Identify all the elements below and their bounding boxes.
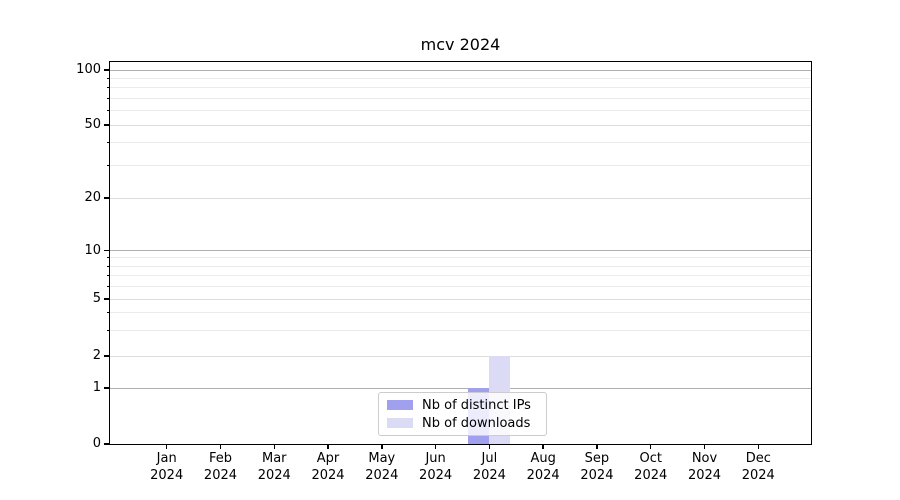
x-tick-label: Jan 2024	[150, 451, 184, 483]
y-gridline-minor	[109, 312, 811, 314]
y-gridline-minor	[109, 274, 811, 276]
x-tick-label: Oct 2024	[634, 451, 668, 483]
y-minor-tick-mark	[106, 77, 110, 79]
x-tick-label: Dec 2024	[741, 451, 775, 483]
x-tick-mark	[596, 444, 598, 449]
y-tick-label: 0	[92, 436, 101, 451]
x-tick-label: Aug 2024	[526, 451, 560, 483]
y-tick-label: 100	[76, 62, 101, 77]
x-tick-label: Mar 2024	[257, 451, 291, 483]
y-gridline-minor	[109, 257, 811, 259]
y-gridline-minor	[109, 330, 811, 332]
x-tick-label: Jul 2024	[472, 451, 506, 483]
y-tick-mark	[104, 355, 110, 357]
y-minor-tick-mark	[106, 142, 110, 144]
x-tick-label: Sep 2024	[580, 451, 614, 483]
legend-swatch	[387, 418, 413, 428]
y-tick-label: 1	[92, 380, 101, 395]
y-gridline-major	[109, 250, 811, 251]
legend-entry: Nb of downloads	[387, 416, 546, 431]
y-gridline	[109, 124, 811, 126]
legend-label: Nb of distinct IPs	[422, 397, 531, 413]
y-gridline-minor	[109, 165, 811, 167]
x-tick-mark	[165, 444, 168, 449]
x-tick-mark	[542, 444, 544, 449]
y-minor-tick-mark	[106, 265, 110, 267]
y-tick-mark	[104, 443, 110, 445]
x-tick-mark	[273, 444, 275, 449]
y-gridline-minor	[109, 110, 811, 112]
legend-label: Nb of downloads	[422, 415, 531, 431]
y-minor-tick-mark	[106, 110, 110, 112]
chart-title: mcv 2024	[420, 35, 501, 54]
y-gridline-minor	[109, 87, 811, 89]
x-tick-mark	[434, 444, 437, 449]
legend-entry: Nb of distinct IPs	[387, 398, 546, 413]
x-tick-mark	[649, 444, 652, 449]
y-tick-label: 50	[84, 117, 101, 132]
y-gridline	[109, 298, 811, 300]
x-tick-mark	[327, 444, 329, 449]
plot-area	[108, 60, 812, 445]
y-gridline-minor	[109, 285, 811, 287]
x-tick-mark	[381, 444, 383, 449]
y-minor-tick-mark	[106, 312, 110, 314]
y-tick-label: 10	[84, 242, 101, 258]
x-tick-label: Nov 2024	[687, 451, 722, 483]
legend-swatch	[387, 400, 413, 410]
y-tick-mark	[104, 387, 110, 389]
y-gridline	[109, 355, 811, 357]
x-tick-label: May 2024	[365, 451, 399, 483]
x-tick-mark	[703, 444, 706, 449]
y-minor-tick-mark	[106, 274, 110, 276]
x-tick-mark	[219, 444, 222, 449]
y-gridline-minor	[109, 97, 811, 99]
x-tick-label: Apr 2024	[311, 451, 345, 483]
x-tick-label: Feb 2024	[203, 451, 238, 483]
y-minor-tick-mark	[106, 87, 110, 89]
y-minor-tick-mark	[106, 257, 110, 259]
y-tick-label: 5	[92, 291, 101, 306]
y-tick-mark	[104, 298, 110, 300]
y-gridline-minor	[109, 77, 811, 79]
y-gridline-minor	[109, 142, 811, 144]
y-gridline-major	[109, 387, 811, 389]
x-tick-mark	[757, 444, 760, 449]
y-tick-mark	[104, 69, 110, 71]
y-gridline	[109, 197, 811, 199]
x-tick-mark	[488, 444, 491, 449]
y-minor-tick-mark	[106, 330, 110, 332]
y-minor-tick-mark	[106, 97, 110, 99]
y-tick-mark	[104, 197, 110, 199]
legend: Nb of distinct IPs Nb of downloads	[378, 392, 547, 436]
y-minor-tick-mark	[106, 165, 110, 167]
y-gridline-major	[109, 69, 811, 71]
y-tick-label: 2	[92, 348, 101, 363]
y-tick-mark	[104, 124, 110, 126]
y-gridline-minor	[109, 265, 811, 267]
y-tick-mark	[104, 249, 110, 252]
x-tick-label: Jun 2024	[419, 451, 453, 483]
y-tick-label: 20	[84, 190, 101, 205]
y-minor-tick-mark	[106, 285, 110, 287]
